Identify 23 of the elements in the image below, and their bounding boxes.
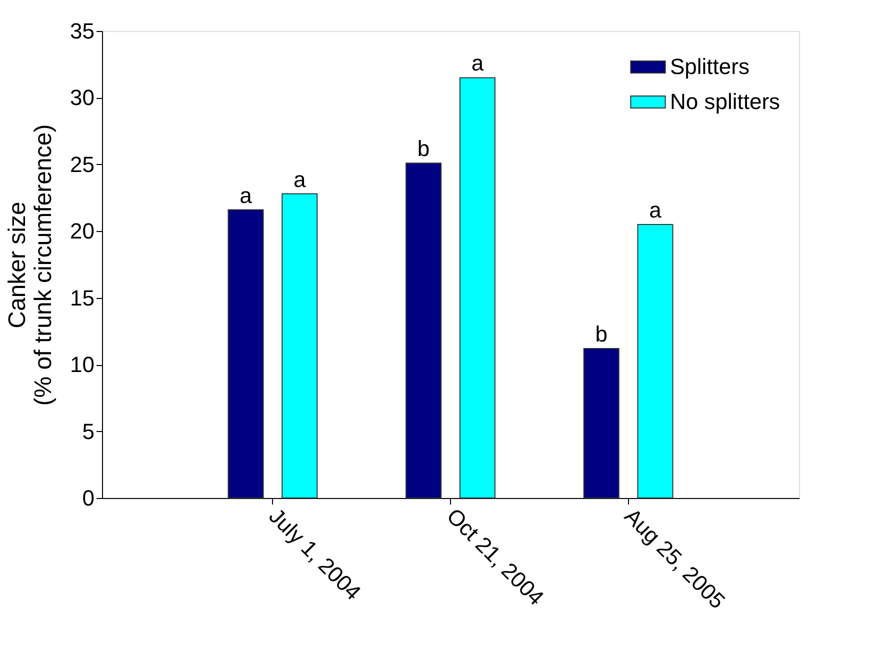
data-label: a [471, 50, 484, 76]
y-tick-label: 0 [82, 486, 94, 510]
y-tick-label: 5 [82, 418, 94, 444]
legend-label: No splitters [670, 89, 780, 114]
data-label: a [240, 182, 253, 208]
bar [406, 162, 442, 498]
y-tick-label: 10 [70, 352, 94, 378]
legend-label: Splitters [670, 54, 750, 79]
bar [583, 348, 620, 498]
data-label: a [649, 197, 662, 222]
bar [459, 77, 496, 498]
y-tick-label: 15 [70, 285, 94, 310]
data-label: a [294, 166, 307, 192]
data-label: b [417, 136, 430, 162]
y-axis-title: Canker size (% of trunk circumference) [4, 124, 58, 406]
y-tick-label: 30 [70, 85, 94, 110]
bar [282, 193, 318, 498]
data-label: b [595, 322, 608, 347]
y-tick-label: 35 [70, 18, 94, 44]
y-tick-label: 25 [70, 152, 94, 177]
y-tick-label: 20 [70, 218, 94, 244]
bar [228, 209, 264, 498]
bar [637, 224, 674, 498]
